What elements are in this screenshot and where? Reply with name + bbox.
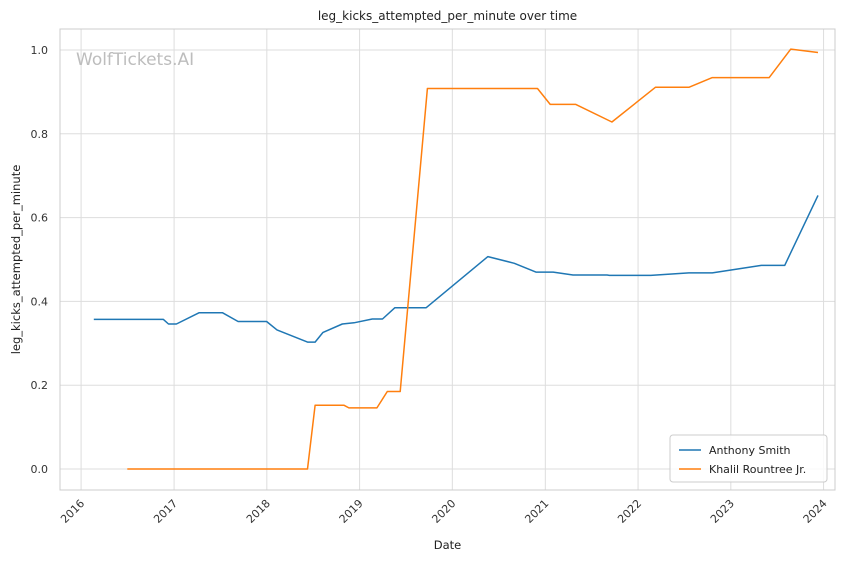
series-lines	[93, 48, 819, 470]
legend-entry-label: Anthony Smith	[709, 444, 791, 457]
plot-area-border	[59, 28, 836, 491]
legend: Anthony Smith Khalil Rountree Jr.	[669, 434, 828, 483]
legend-entry-label: Khalil Rountree Jr.	[709, 463, 806, 476]
y-tick-label: 0.0	[31, 463, 49, 476]
y-axis-label: leg_kicks_attempted_per_minute	[9, 165, 23, 355]
series-line-anthony-smith	[93, 195, 819, 343]
legend-box	[669, 434, 828, 483]
series-line-khalil-rountree-jr	[127, 48, 819, 470]
watermark: WolfTickets.AI	[76, 50, 194, 70]
y-tick-label: 0.4	[31, 295, 49, 308]
y-tick-label: 0.2	[31, 379, 49, 392]
y-tick-label: 0.8	[31, 128, 49, 141]
y-tick-label: 1.0	[31, 44, 49, 57]
y-tick-label: 0.6	[31, 212, 49, 225]
y-axis-ticks: 0.0 0.2 0.4 0.6 0.8 1.0	[31, 44, 49, 476]
chart-title: leg_kicks_attempted_per_minute over time	[318, 9, 577, 23]
x-axis-label: Date	[434, 538, 462, 552]
